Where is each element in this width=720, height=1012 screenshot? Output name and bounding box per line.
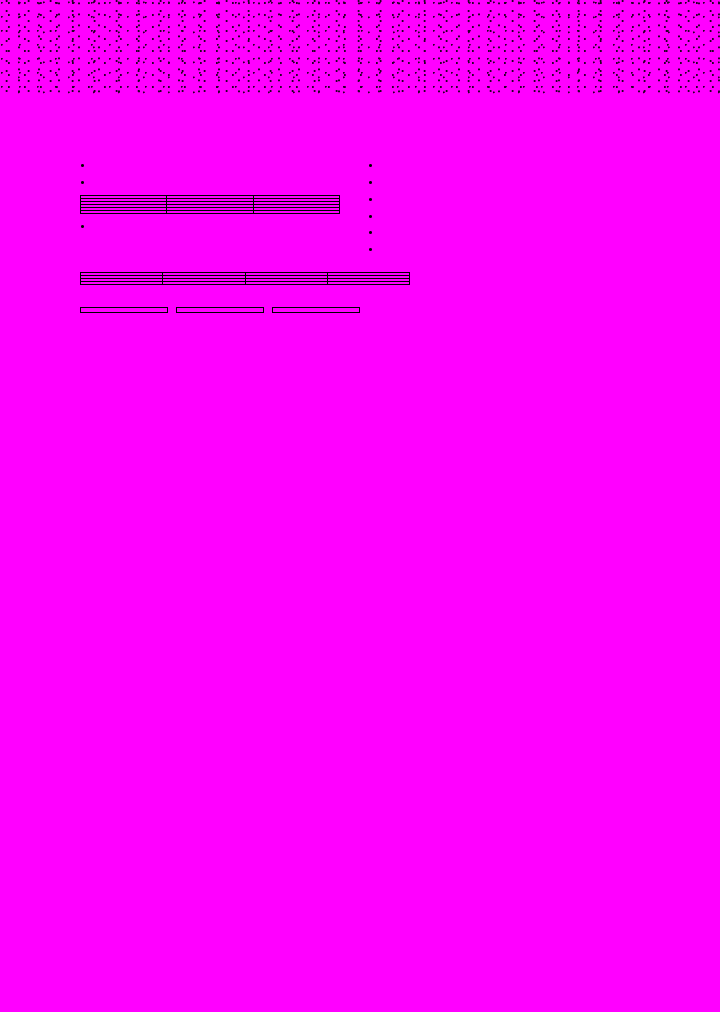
datasheet-page (0, 105, 720, 594)
timing-table (80, 195, 340, 214)
feature-item (94, 176, 350, 191)
feature-item (382, 193, 665, 208)
features-right-col (368, 157, 665, 260)
dip-pinout (80, 307, 168, 313)
pin-names-table (80, 272, 410, 285)
zip-pinout (272, 307, 360, 313)
block-diagram-section (376, 293, 665, 560)
feature-item (382, 226, 665, 241)
feature-item (382, 243, 665, 258)
block-diagram-svg (376, 305, 665, 555)
feature-item (382, 159, 665, 174)
features-left-col (80, 157, 350, 260)
feature-item (94, 159, 350, 174)
feature-item (94, 220, 350, 235)
feature-item (382, 210, 665, 225)
pin-connection-section (80, 293, 360, 560)
feature-item (382, 176, 665, 191)
soj-pinout (176, 307, 264, 313)
scan-noise-header (0, 0, 720, 95)
